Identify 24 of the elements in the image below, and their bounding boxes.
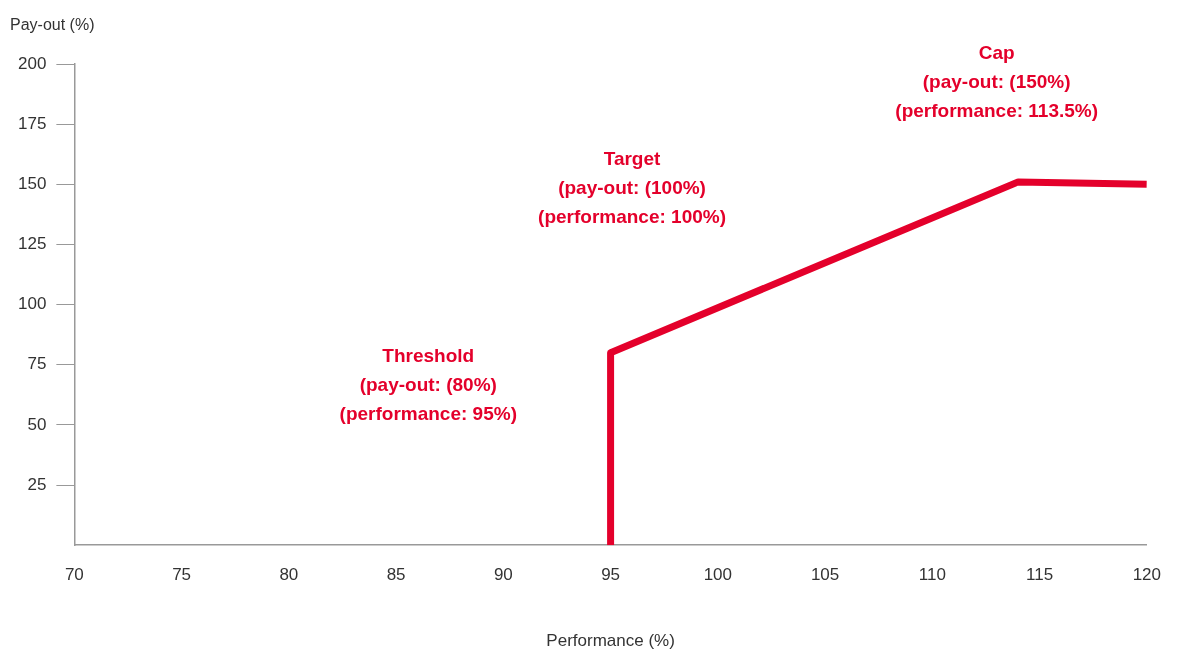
annotation: Threshold (pay-out: (80%) (performance: 95%) <box>339 345 517 425</box>
y-tick-label: 75 <box>27 354 47 374</box>
y-tick-label: 125 <box>17 234 47 254</box>
annotation: Target (pay-out: (100%) (performance: 100%) <box>538 147 727 227</box>
x-tick-label: 115 <box>1026 565 1054 585</box>
x-tick-label: 70 <box>64 565 84 585</box>
x-tick-label: 90 <box>493 565 513 585</box>
y-tick-label: 200 <box>17 53 47 73</box>
x-tick-label: 100 <box>703 565 733 585</box>
x-tick-label: 80 <box>279 565 299 585</box>
y-tick-label: 175 <box>17 113 47 133</box>
x-tick-label: 85 <box>386 565 406 585</box>
annotation: Cap (pay-out: (150%) (performance: 113.5%) <box>895 41 1099 121</box>
x-tick-label: 105 <box>810 565 840 585</box>
y-tick-label: 100 <box>17 294 47 314</box>
x-tick-label: 95 <box>601 565 621 585</box>
y-tick-label: 50 <box>27 414 47 434</box>
y-tick-label: 150 <box>17 173 47 193</box>
y-tick-label: 25 <box>27 474 47 494</box>
x-tick-label: 75 <box>172 565 192 585</box>
x-tick-label: 120 <box>1132 565 1162 585</box>
x-tick-label: 110 <box>918 565 946 585</box>
y-axis-title: Pay-out (%) <box>10 16 95 34</box>
x-axis-title: Performance (%) <box>546 631 675 651</box>
